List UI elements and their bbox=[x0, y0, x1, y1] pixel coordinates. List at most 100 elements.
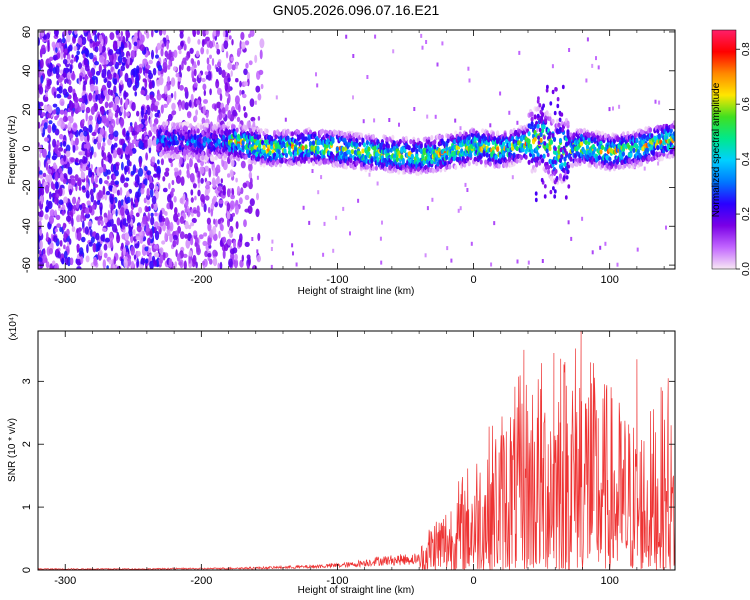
spectrogram-cell bbox=[60, 45, 64, 54]
spectrogram-cell bbox=[566, 169, 570, 175]
spectrogram-cell bbox=[113, 142, 118, 148]
spectrogram-cell bbox=[413, 107, 416, 111]
spectrogram-cell bbox=[193, 209, 198, 214]
spectrogram-cell bbox=[595, 56, 597, 61]
spectrogram-cell bbox=[249, 98, 255, 107]
spectrogram-cell bbox=[555, 118, 560, 124]
spectrogram-cell bbox=[85, 182, 89, 192]
spectrogram-cell bbox=[103, 217, 108, 224]
spectrogram-cell bbox=[164, 171, 170, 177]
spectrogram-cell bbox=[136, 191, 140, 202]
spectrogram-cell bbox=[242, 182, 247, 189]
spectrogram-cell bbox=[72, 209, 76, 215]
spectrogram-cell bbox=[509, 129, 513, 135]
spectrogram-cell bbox=[144, 113, 148, 121]
spectrogram-cell bbox=[541, 158, 545, 164]
spectrogram-cell bbox=[508, 157, 512, 163]
spectrogram-cell bbox=[62, 222, 66, 231]
spectrogram-cell bbox=[120, 256, 124, 266]
spectrogram-cell bbox=[551, 64, 554, 69]
spectrogram-cell bbox=[40, 75, 44, 84]
spectrogram-cell bbox=[226, 188, 231, 198]
spectrogram-cell bbox=[243, 68, 248, 76]
spectrogram-cell bbox=[458, 131, 462, 137]
spectrogram-cell bbox=[117, 55, 123, 64]
spectrogram-cell bbox=[234, 253, 238, 261]
spectrogram-cell bbox=[131, 260, 135, 269]
spectrogram-cell bbox=[220, 178, 223, 184]
spectrogram-cell bbox=[47, 173, 53, 183]
spectrogram-cell bbox=[187, 36, 191, 44]
spectrogram-cell bbox=[230, 70, 233, 77]
spectrogram-cell bbox=[52, 103, 58, 108]
spectrogram-cell bbox=[426, 114, 429, 119]
spectrogram-cell bbox=[542, 124, 546, 130]
spectrogram-cell bbox=[189, 47, 194, 55]
spectrogram-cell bbox=[394, 167, 398, 173]
spectrogram-cell bbox=[654, 99, 657, 104]
spectrogram-cell bbox=[243, 106, 246, 112]
spectrogram-cell bbox=[101, 45, 106, 53]
spectrogram-cell bbox=[193, 68, 197, 77]
spectrogram-cell bbox=[181, 135, 185, 141]
spectrogram-cell bbox=[49, 263, 54, 269]
spectrogram-cell bbox=[278, 162, 283, 168]
spectrogram-cell bbox=[660, 156, 664, 162]
spectrogram-cell bbox=[98, 166, 104, 174]
spectrogram-cell bbox=[467, 135, 471, 141]
spectrogram-cell bbox=[171, 179, 175, 186]
spectrogram-cell bbox=[76, 215, 80, 223]
spectrogram-cell bbox=[361, 148, 365, 154]
spectrogram-cell bbox=[433, 139, 437, 145]
spectrogram-cell bbox=[83, 144, 87, 149]
spectrogram-cell bbox=[130, 246, 135, 256]
spectrogram-cell bbox=[221, 107, 226, 114]
spectrogram-cell bbox=[270, 247, 273, 251]
spectrogram-cell bbox=[376, 156, 380, 163]
spectrogram-cell bbox=[230, 194, 236, 200]
spectrogram-cell bbox=[587, 136, 591, 142]
spectrogram-cell bbox=[258, 69, 264, 76]
spectrogram-cell bbox=[425, 40, 428, 44]
spectrogram-cell bbox=[58, 204, 61, 209]
spectrogram-cell bbox=[103, 58, 106, 66]
spectrogram-cell bbox=[38, 121, 41, 129]
spectrogram-cell bbox=[345, 34, 348, 39]
spectrogram-cell bbox=[357, 198, 360, 203]
spectrogram-cell bbox=[51, 41, 56, 48]
spectrogram-cell bbox=[277, 149, 281, 155]
spectrogram-cell bbox=[138, 123, 144, 129]
spectrogram-cell bbox=[139, 264, 144, 269]
spectrogram-cell bbox=[81, 95, 87, 104]
spectrogram-cell bbox=[120, 175, 126, 184]
spectrogram-cell bbox=[201, 117, 206, 125]
spectrogram-cell bbox=[152, 173, 158, 178]
spectrogram-cell bbox=[545, 110, 549, 116]
spectrogram-cell bbox=[591, 250, 594, 255]
spectrogram-cell bbox=[126, 196, 131, 204]
spectrogram-cell bbox=[130, 197, 134, 206]
spectrogram-cell bbox=[203, 203, 207, 213]
spectrogram-cell bbox=[541, 128, 545, 134]
spectrogram-cell bbox=[112, 149, 118, 159]
spectrogram-cell bbox=[134, 174, 140, 184]
spectrogram-cell bbox=[40, 69, 44, 74]
spectrogram-cell bbox=[127, 55, 130, 65]
spectrogram-cell bbox=[69, 63, 73, 74]
spectrogram-cell bbox=[73, 57, 77, 62]
spectrogram-cell bbox=[214, 104, 217, 111]
spectrogram-cell bbox=[88, 241, 93, 247]
spectrogram-cell bbox=[249, 177, 253, 185]
spectrogram-cell bbox=[398, 122, 400, 127]
spectrogram-cell bbox=[126, 77, 133, 88]
spectrogram-cell bbox=[154, 112, 160, 118]
spectrogram-cell bbox=[535, 162, 539, 168]
spectrogram-cell bbox=[238, 104, 241, 113]
spectrogram-cell bbox=[481, 128, 485, 134]
spectrogram-cell bbox=[101, 227, 107, 232]
spectrogram-cell bbox=[385, 136, 389, 142]
spectrogram-cell bbox=[228, 258, 233, 268]
spectrogram-cell bbox=[248, 257, 251, 266]
spectrogram-cell bbox=[202, 260, 206, 266]
spectrogram-cell bbox=[578, 158, 582, 164]
